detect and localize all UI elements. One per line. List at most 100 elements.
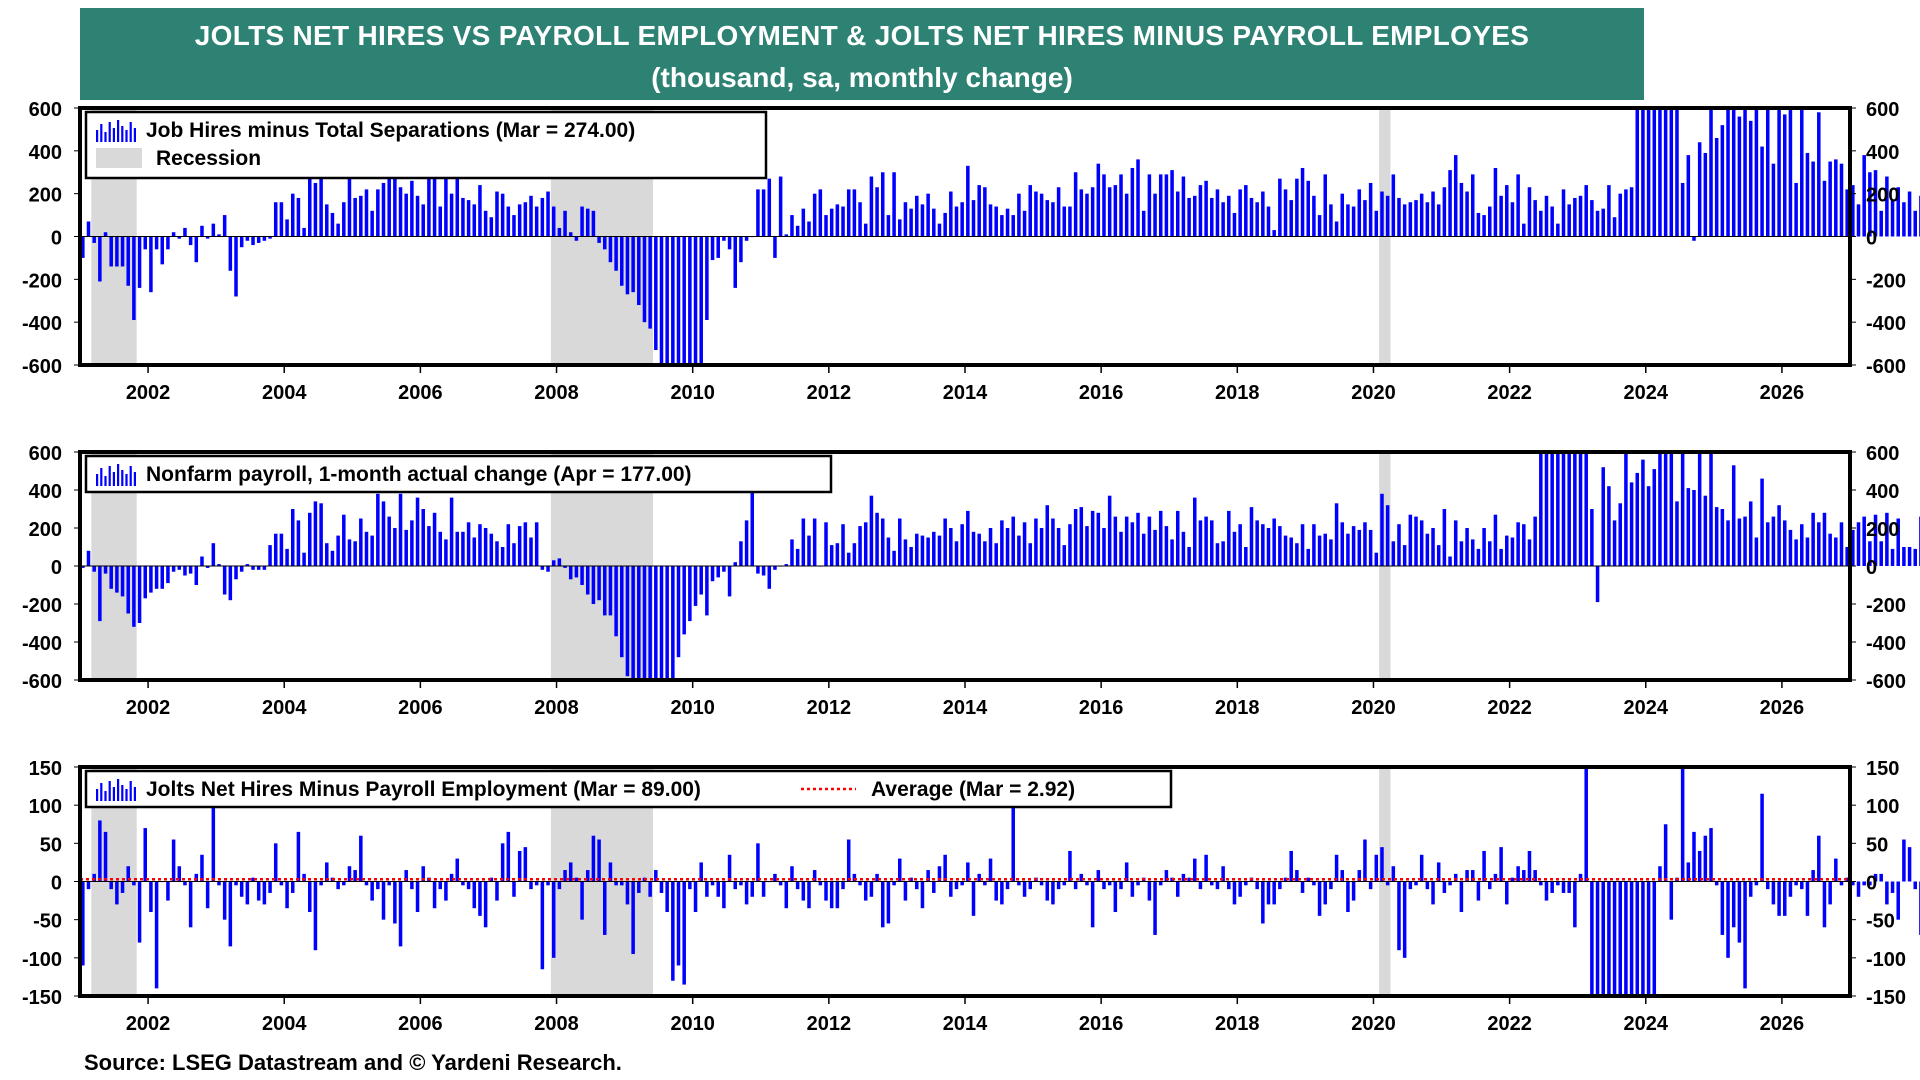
bar bbox=[937, 223, 942, 237]
y-tick-label-right: -200 bbox=[1866, 595, 1906, 617]
bar bbox=[733, 236, 737, 288]
bar bbox=[540, 197, 545, 237]
bar bbox=[1102, 528, 1106, 566]
bar bbox=[1544, 881, 1549, 901]
bar bbox=[483, 528, 488, 566]
bar bbox=[1022, 881, 1027, 897]
bar bbox=[1204, 516, 1208, 566]
bar bbox=[137, 566, 142, 623]
bar bbox=[863, 223, 868, 237]
bar bbox=[359, 195, 363, 237]
bar bbox=[846, 552, 851, 566]
bar bbox=[693, 881, 698, 913]
bar bbox=[597, 839, 601, 882]
bar bbox=[1346, 881, 1350, 913]
bar bbox=[245, 564, 250, 566]
bar bbox=[455, 159, 460, 237]
x-tick-label: 2004 bbox=[262, 697, 307, 719]
bar bbox=[1227, 510, 1231, 566]
bar bbox=[1124, 516, 1129, 566]
bar bbox=[438, 531, 442, 566]
bar bbox=[892, 172, 896, 237]
bar bbox=[1368, 881, 1373, 890]
bar bbox=[205, 566, 210, 568]
bar bbox=[81, 236, 85, 258]
bar bbox=[1249, 507, 1254, 566]
bar bbox=[154, 881, 159, 989]
bar bbox=[750, 484, 755, 566]
bar bbox=[1675, 501, 1679, 566]
bar bbox=[222, 881, 227, 920]
bar bbox=[1482, 528, 1486, 566]
bar bbox=[319, 881, 323, 886]
bar bbox=[273, 533, 278, 566]
bar bbox=[1641, 108, 1645, 237]
bar bbox=[194, 236, 199, 263]
bar bbox=[557, 227, 562, 237]
bar bbox=[642, 236, 647, 323]
bar bbox=[1828, 881, 1832, 905]
bar bbox=[1709, 828, 1713, 882]
bar bbox=[1788, 881, 1793, 897]
legend-label: Job Hires minus Total Separations (Mar =… bbox=[146, 119, 635, 142]
bar bbox=[364, 531, 369, 566]
bar bbox=[892, 550, 896, 566]
bar bbox=[296, 197, 301, 237]
bar bbox=[381, 182, 386, 237]
bar bbox=[1317, 881, 1322, 916]
bar bbox=[1187, 547, 1191, 566]
bar bbox=[438, 881, 442, 890]
bar bbox=[858, 202, 862, 237]
bar bbox=[444, 176, 448, 237]
bar bbox=[1272, 518, 1276, 566]
bar bbox=[835, 881, 840, 909]
legend-bar-swatch bbox=[96, 474, 99, 486]
bar bbox=[699, 862, 703, 882]
bar bbox=[1663, 824, 1668, 882]
bar bbox=[977, 185, 981, 237]
bar bbox=[1402, 881, 1407, 958]
bar bbox=[444, 539, 448, 566]
bar bbox=[1805, 881, 1810, 916]
bar bbox=[421, 509, 425, 566]
bar bbox=[1238, 881, 1242, 897]
bar bbox=[693, 236, 698, 365]
bar bbox=[1567, 881, 1571, 893]
bar bbox=[1102, 174, 1106, 237]
bar bbox=[727, 236, 732, 250]
bar bbox=[1822, 180, 1827, 237]
bar bbox=[608, 862, 613, 882]
bar bbox=[1663, 453, 1668, 566]
bar bbox=[631, 566, 635, 680]
bar bbox=[1113, 185, 1118, 237]
bar bbox=[1709, 108, 1713, 237]
bar bbox=[1765, 881, 1770, 890]
bar bbox=[625, 881, 630, 905]
bar bbox=[398, 493, 403, 566]
bar bbox=[898, 518, 902, 566]
bar bbox=[410, 520, 414, 566]
bar bbox=[1062, 206, 1067, 237]
bar bbox=[1794, 881, 1798, 886]
bar bbox=[1385, 881, 1390, 886]
x-tick-label: 2010 bbox=[670, 1013, 715, 1035]
bar bbox=[1697, 452, 1702, 566]
bar bbox=[1794, 539, 1798, 566]
bar bbox=[211, 223, 216, 237]
x-tick-label: 2024 bbox=[1624, 697, 1669, 719]
bar bbox=[1488, 541, 1492, 566]
bar bbox=[1743, 881, 1747, 989]
bar bbox=[551, 881, 556, 958]
bar bbox=[1425, 202, 1430, 237]
bar bbox=[1244, 547, 1248, 566]
bar bbox=[1902, 839, 1906, 882]
bar bbox=[858, 526, 862, 566]
bar bbox=[478, 881, 482, 916]
bar bbox=[1646, 108, 1651, 237]
bar bbox=[971, 881, 976, 916]
bar bbox=[472, 537, 477, 566]
bar bbox=[1726, 881, 1730, 958]
bar bbox=[449, 497, 454, 566]
bar bbox=[1068, 850, 1072, 882]
bar bbox=[1839, 522, 1844, 566]
